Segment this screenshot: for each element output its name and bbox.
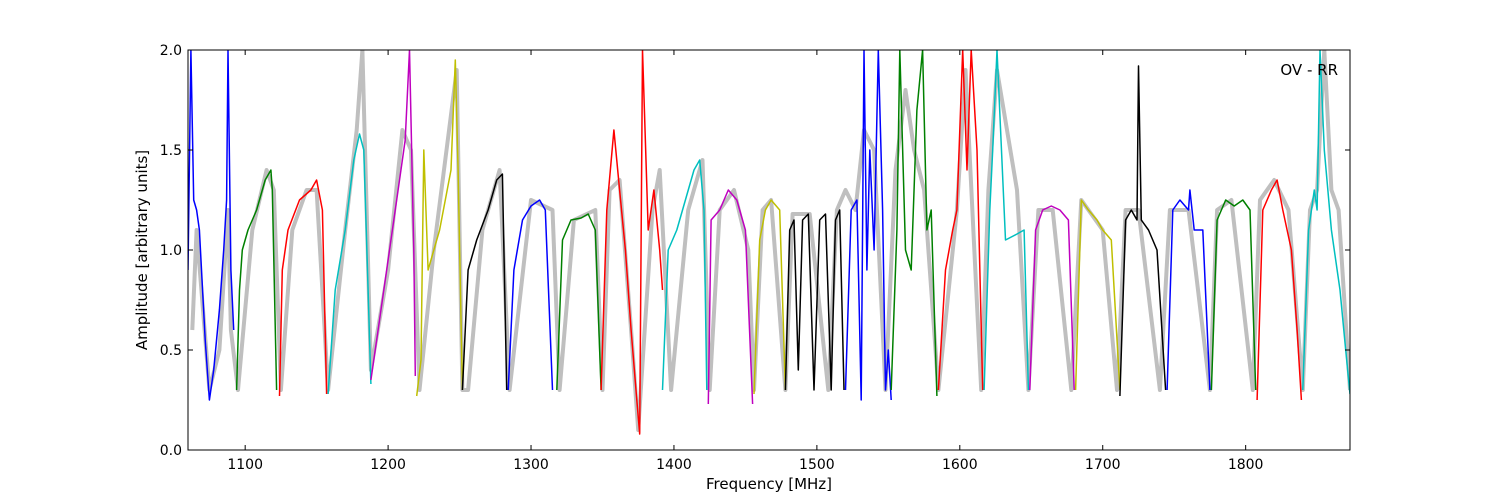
x-axis: 1100 1200 1300 1400 1500 1600 1700 1800 (227, 50, 1263, 473)
y-axis: 0.0 0.5 1.0 1.5 2.0 (160, 43, 1350, 459)
series-line-15 (844, 50, 892, 401)
y-tick-label: 0.0 (160, 443, 182, 459)
x-tick-label: 1800 (1228, 457, 1264, 473)
series-line-1 (188, 50, 235, 401)
y-axis-label: Amplitude [arbitrary units] (133, 150, 151, 350)
series-line-13 (753, 199, 787, 395)
x-tick-label: 1600 (942, 457, 978, 473)
series-line-16 (890, 50, 938, 397)
series-line-19 (1029, 205, 1075, 391)
series-line-21 (1119, 65, 1167, 397)
series-line-20 (1074, 199, 1121, 391)
series-line-6 (415, 59, 464, 397)
x-tick-label: 1700 (1085, 457, 1121, 473)
plot-area (188, 50, 1350, 435)
series-line-5 (370, 50, 417, 381)
series-line-22 (1166, 189, 1211, 391)
series-line-11 (661, 159, 708, 391)
series-line-18 (983, 50, 1030, 391)
series-line-9 (556, 213, 602, 391)
x-tick-label: 1400 (656, 457, 692, 473)
series-line-3 (278, 179, 328, 397)
series-line-8 (507, 199, 554, 391)
series-line-7 (461, 173, 508, 391)
y-tick-label: 0.5 (160, 343, 182, 359)
y-tick-label: 1.5 (160, 143, 182, 159)
series-line-23 (1210, 199, 1257, 391)
series-line-14 (784, 209, 845, 391)
x-tick-label: 1300 (513, 457, 549, 473)
series-line-10 (600, 50, 664, 435)
y-tick-label: 1.0 (160, 243, 182, 259)
series-line-12 (707, 189, 754, 405)
x-tick-label: 1200 (370, 457, 406, 473)
series-line-17 (937, 50, 984, 391)
y-tick-label: 2.0 (160, 43, 182, 59)
series-line-25 (1302, 50, 1350, 395)
x-tick-label: 1100 (227, 457, 263, 473)
x-tick-label: 1500 (799, 457, 835, 473)
series-line-2 (235, 169, 278, 391)
series-line-24 (1256, 179, 1303, 401)
series-line-4 (327, 133, 372, 395)
chart-annotation: OV - RR (1280, 61, 1338, 79)
x-axis-label: Frequency [MHz] (706, 475, 832, 493)
